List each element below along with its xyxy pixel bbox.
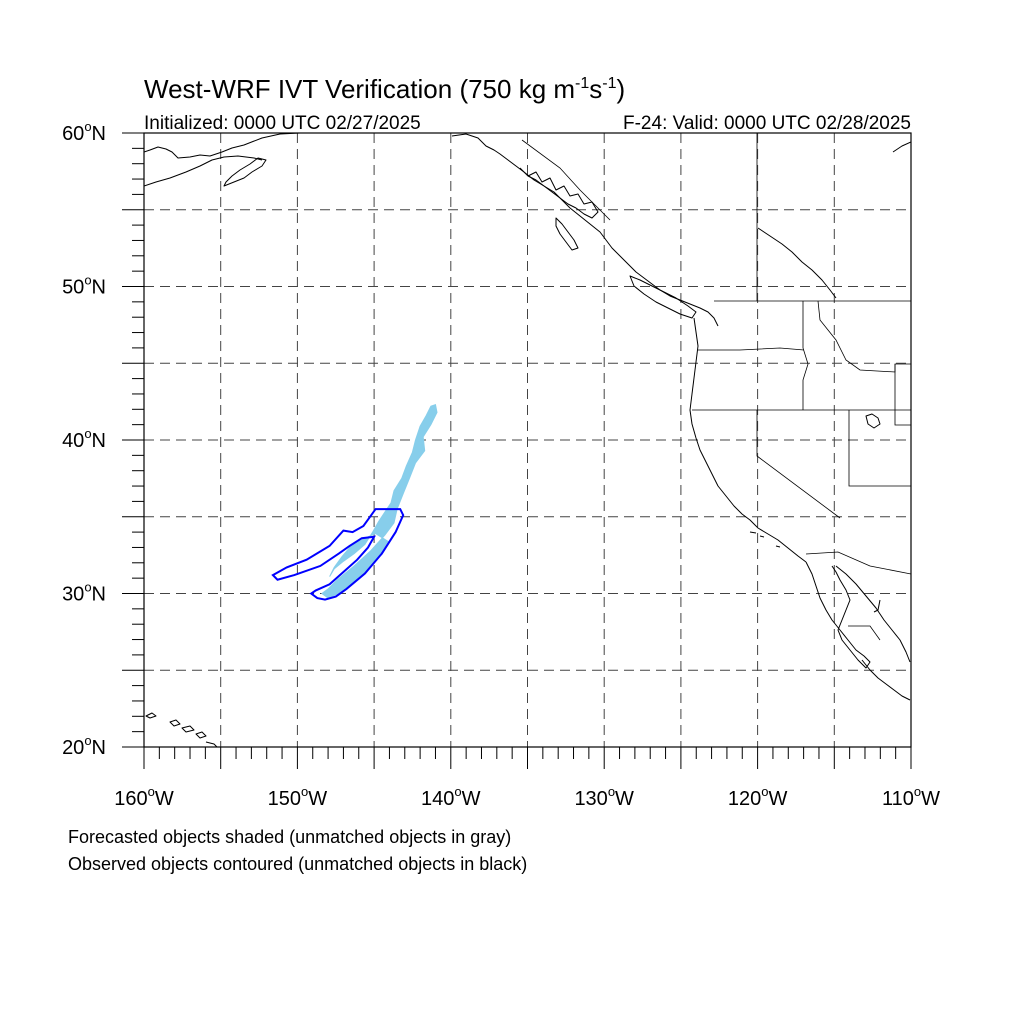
coastline-haida-gwaii <box>555 217 579 251</box>
title-s-unit: s <box>589 74 602 104</box>
coastline-us-west <box>689 317 807 563</box>
forecast-ivt-object <box>321 404 438 599</box>
y-tick-suffix: N <box>92 277 106 299</box>
observed-ivt-contour <box>271 508 405 601</box>
y-tick-label: 20oN <box>62 733 106 759</box>
caption-forecast: Forecasted objects shaded (unmatched obj… <box>68 827 511 847</box>
coastline-southeast-alaska-islands <box>519 167 599 219</box>
y-tick-value: 50 <box>62 277 84 299</box>
degree-symbol: o <box>454 784 461 799</box>
degree-symbol: o <box>914 784 921 799</box>
degree-symbol: o <box>84 733 91 748</box>
x-tick-suffix: W <box>462 788 481 810</box>
chart-title: West-WRF IVT Verification (750 kg m-1s-1… <box>144 74 625 104</box>
degree-symbol: o <box>301 784 308 799</box>
x-tick-label: 110oW <box>882 784 940 810</box>
title-s-exponent: -1 <box>602 75 616 92</box>
x-tick-suffix: W <box>615 788 634 810</box>
degree-symbol: o <box>84 119 91 134</box>
y-tick-value: 20 <box>62 737 84 759</box>
x-tick-suffix: W <box>768 788 787 810</box>
valid-label: F-24: Valid: 0000 UTC 02/28/2025 <box>623 113 911 134</box>
degree-symbol: o <box>148 784 155 799</box>
x-tick-label: 150oW <box>268 784 328 810</box>
coastlines <box>144 133 911 747</box>
y-tick-value: 40 <box>62 430 84 452</box>
political-borders <box>521 133 911 641</box>
x-tick-label: 160oW <box>114 784 174 810</box>
coastline-southwest-alaska <box>144 133 301 187</box>
x-tick-value: 160 <box>114 788 147 810</box>
y-tick-label: 50oN <box>62 273 106 299</box>
id-mt-border <box>817 300 911 373</box>
wy-border <box>894 364 911 426</box>
degree-symbol: o <box>761 784 768 799</box>
graticule <box>144 133 911 747</box>
title-m-exponent: -1 <box>575 75 589 92</box>
nv-ut-border <box>848 410 911 487</box>
id-west-border <box>802 301 809 410</box>
initialized-label: Initialized: 0000 UTC 02/27/2025 <box>144 113 421 134</box>
coastline-kodiak <box>223 157 267 187</box>
degree-symbol: o <box>84 273 91 288</box>
wa-or-border <box>698 347 805 351</box>
axis-tick-labels: 160oW 150oW 140oW 130oW 120oW 110oW60oN50oN40… <box>62 119 940 810</box>
alaska-canada-border <box>521 139 611 221</box>
y-tick-suffix: N <box>92 584 106 606</box>
coastline-vancouver-island <box>629 275 697 319</box>
x-tick-label: 130oW <box>574 784 634 810</box>
y-tick-label: 60oN <box>62 119 106 145</box>
x-tick-label: 140oW <box>421 784 481 810</box>
coastline-mexico-mainland <box>835 565 911 663</box>
x-tick-suffix: W <box>155 788 174 810</box>
y-tick-value: 60 <box>62 123 84 145</box>
coastline-channel-islands <box>749 531 781 548</box>
coastline-northeast-fragment <box>892 141 911 153</box>
us-mexico-border <box>805 551 911 575</box>
y-tick-value: 30 <box>62 584 84 606</box>
ca-nv-border <box>756 410 841 519</box>
lake-outline <box>865 413 881 429</box>
degree-symbol: o <box>84 426 91 441</box>
x-tick-value: 120 <box>728 788 761 810</box>
coastline-baja-california <box>805 561 871 669</box>
degree-symbol: o <box>84 580 91 595</box>
map-layer <box>144 133 911 747</box>
y-tick-suffix: N <box>92 430 106 452</box>
mexico-state-border <box>848 625 881 641</box>
axis-ticks <box>122 132 912 769</box>
y-tick-suffix: N <box>92 123 106 145</box>
title-main: West-WRF IVT Verification (750 kg m <box>144 74 575 104</box>
x-tick-value: 110 <box>882 788 914 810</box>
coastline-gulf-of-alaska <box>451 133 719 327</box>
coastline-mexico-south <box>861 659 911 701</box>
title-close: ) <box>617 74 626 104</box>
x-tick-value: 140 <box>421 788 454 810</box>
x-tick-suffix: W <box>308 788 327 810</box>
canada-lake-outline <box>757 227 837 299</box>
x-tick-value: 130 <box>574 788 607 810</box>
y-tick-suffix: N <box>92 737 106 759</box>
degree-symbol: o <box>608 784 615 799</box>
x-tick-value: 150 <box>268 788 301 810</box>
x-tick-label: 120oW <box>728 784 788 810</box>
y-tick-label: 30oN <box>62 580 106 606</box>
y-tick-label: 40oN <box>62 426 106 452</box>
coastline-hawaii <box>145 712 218 747</box>
x-tick-suffix: W <box>921 788 940 810</box>
caption-observed: Observed objects contoured (unmatched ob… <box>68 854 527 874</box>
